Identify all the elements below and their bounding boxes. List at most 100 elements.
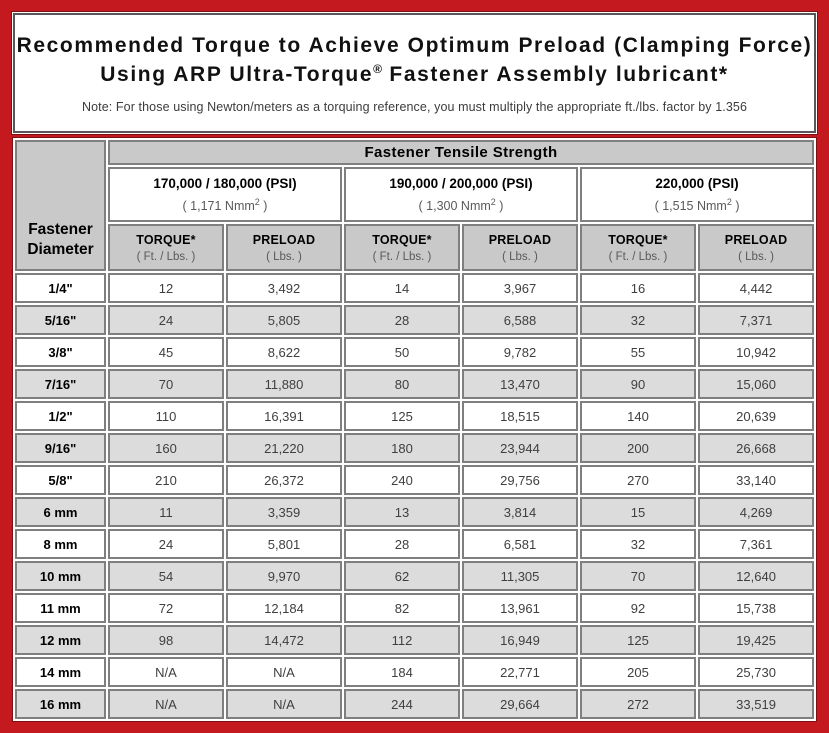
torque-unit: ( Ft. / Lbs. ) [608, 250, 668, 263]
diameter-cell: 11 mm [15, 593, 106, 623]
preload-value-cell: 29,756 [462, 465, 578, 495]
torque-value-cell: 54 [108, 561, 224, 591]
torque-column-header: TORQUE* ( Ft. / Lbs. ) [580, 224, 696, 271]
nmm-superscript: 2 [490, 196, 496, 207]
torque-table-body: 1/4" 12 3,492 14 3,967 16 4,442 5/16" 24 5,805 28 6… [15, 273, 815, 719]
preload-unit: ( Lbs. ) [266, 250, 302, 263]
torque-value-cell: 24 [108, 305, 224, 335]
psi-group-header-2: 190,000 / 200,000 (PSI) ( 1,300 Nmm2 ) [344, 167, 578, 222]
diameter-cell: 1/2" [15, 401, 106, 431]
torque-value-cell: 210 [108, 465, 224, 495]
torque-unit: ( Ft. / Lbs. ) [372, 250, 432, 263]
preload-unit: ( Lbs. ) [738, 250, 774, 263]
preload-column-header: PRELOAD ( Lbs. ) [462, 224, 578, 271]
table-row: 6 mm 11 3,359 13 3,814 15 4,269 [15, 497, 815, 527]
preload-label: PRELOAD [252, 232, 316, 247]
page-title-line2: Using ARP Ultra-Torque® Fastener Assembl… [100, 61, 728, 89]
torque-value-cell: N/A [108, 689, 224, 719]
psi-value-3: 220,000 (PSI) [655, 175, 739, 191]
torque-value-cell: 62 [344, 561, 460, 591]
nmm-text: ) [259, 199, 268, 214]
preload-value-cell: 9,970 [226, 561, 342, 591]
nmm-text: ( 1,300 Nmm [418, 199, 491, 214]
table-row: 12 mm 98 14,472 112 16,949 125 19,425 [15, 625, 815, 655]
title-panel: Recommended Torque to Achieve Optimum Pr… [13, 13, 816, 133]
preload-value-cell: 10,942 [698, 337, 815, 367]
diameter-cell: 14 mm [15, 657, 106, 687]
torque-value-cell: 14 [344, 273, 460, 303]
preload-value-cell: 7,371 [698, 305, 815, 335]
preload-value-cell: 20,639 [698, 401, 815, 431]
preload-label: PRELOAD [488, 232, 552, 247]
preload-value-cell: 25,730 [698, 657, 815, 687]
torque-value-cell: 125 [344, 401, 460, 431]
preload-value-cell: 8,622 [226, 337, 342, 367]
psi-group-header-1: 170,000 / 180,000 (PSI) ( 1,171 Nmm2 ) [108, 167, 342, 222]
table-row: 5/8" 210 26,372 240 29,756 270 33,140 [15, 465, 815, 495]
torque-value-cell: 240 [344, 465, 460, 495]
preload-value-cell: 12,184 [226, 593, 342, 623]
nmm-text: ( 1,171 Nmm [182, 199, 255, 214]
table-row: 11 mm 72 12,184 82 13,961 92 15,738 [15, 593, 815, 623]
nmm-text: ( 1,515 Nmm [654, 199, 727, 214]
torque-value-cell: 80 [344, 369, 460, 399]
preload-value-cell: 3,814 [462, 497, 578, 527]
conversion-note: Note: For those using Newton/meters as a… [81, 99, 747, 114]
torque-value-cell: 112 [344, 625, 460, 655]
torque-unit: ( Ft. / Lbs. ) [136, 250, 196, 263]
preload-value-cell: 5,805 [226, 305, 342, 335]
table-row: 1/4" 12 3,492 14 3,967 16 4,442 [15, 273, 815, 303]
preload-value-cell: 11,880 [226, 369, 342, 399]
torque-value-cell: 28 [344, 305, 460, 335]
preload-column-header: PRELOAD ( Lbs. ) [698, 224, 815, 271]
diameter-cell: 12 mm [15, 625, 106, 655]
table-row: 14 mm N/A N/A 184 22,771 205 25,730 [15, 657, 815, 687]
torque-value-cell: 184 [344, 657, 460, 687]
title-line2-suffix: Fastener Assembly lubricant* [381, 62, 729, 86]
diameter-cell: 8 mm [15, 529, 106, 559]
preload-value-cell: 6,581 [462, 529, 578, 559]
torque-value-cell: 50 [344, 337, 460, 367]
diameter-cell: 7/16" [15, 369, 106, 399]
torque-value-cell: 45 [108, 337, 224, 367]
table-row: 1/2" 110 16,391 125 18,515 140 20,639 [15, 401, 815, 431]
torque-value-cell: 11 [108, 497, 224, 527]
diameter-cell: 10 mm [15, 561, 106, 591]
torque-value-cell: 24 [108, 529, 224, 559]
diameter-cell: 6 mm [15, 497, 106, 527]
torque-value-cell: 12 [108, 273, 224, 303]
diameter-cell: 16 mm [15, 689, 106, 719]
torque-label: TORQUE* [136, 232, 196, 247]
preload-value-cell: 9,782 [462, 337, 578, 367]
preload-value-cell: 3,967 [462, 273, 578, 303]
preload-value-cell: 13,470 [462, 369, 578, 399]
preload-value-cell: 11,305 [462, 561, 578, 591]
psi-value-2: 190,000 / 200,000 (PSI) [389, 175, 533, 191]
torque-value-cell: 32 [580, 529, 696, 559]
table-row: 16 mm N/A N/A 244 29,664 272 33,519 [15, 689, 815, 719]
torque-preload-row: TORQUE* ( Ft. / Lbs. ) PRELOAD ( Lbs. ) … [15, 224, 815, 271]
torque-value-cell: 13 [344, 497, 460, 527]
nmm-text: ) [495, 199, 504, 214]
diameter-cell: 1/4" [15, 273, 106, 303]
table-row: 10 mm 54 9,970 62 11,305 70 12,640 [15, 561, 815, 591]
preload-value-cell: 29,664 [462, 689, 578, 719]
nmm-superscript: 2 [726, 196, 732, 207]
diameter-column-header: Fastener Diameter [15, 140, 106, 271]
torque-value-cell: 32 [580, 305, 696, 335]
diameter-cell: 5/8" [15, 465, 106, 495]
preload-unit: ( Lbs. ) [502, 250, 538, 263]
torque-label: TORQUE* [372, 232, 432, 247]
torque-label: TORQUE* [608, 232, 668, 247]
preload-value-cell: 6,588 [462, 305, 578, 335]
torque-value-cell: 270 [580, 465, 696, 495]
torque-value-cell: 125 [580, 625, 696, 655]
preload-value-cell: 13,961 [462, 593, 578, 623]
psi-group-header-3: 220,000 (PSI) ( 1,515 Nmm2 ) [580, 167, 815, 222]
preload-value-cell: 7,361 [698, 529, 815, 559]
table-row: 3/8" 45 8,622 50 9,782 55 10,942 [15, 337, 815, 367]
preload-value-cell: 22,771 [462, 657, 578, 687]
preload-value-cell: 26,668 [698, 433, 815, 463]
torque-value-cell: 110 [108, 401, 224, 431]
